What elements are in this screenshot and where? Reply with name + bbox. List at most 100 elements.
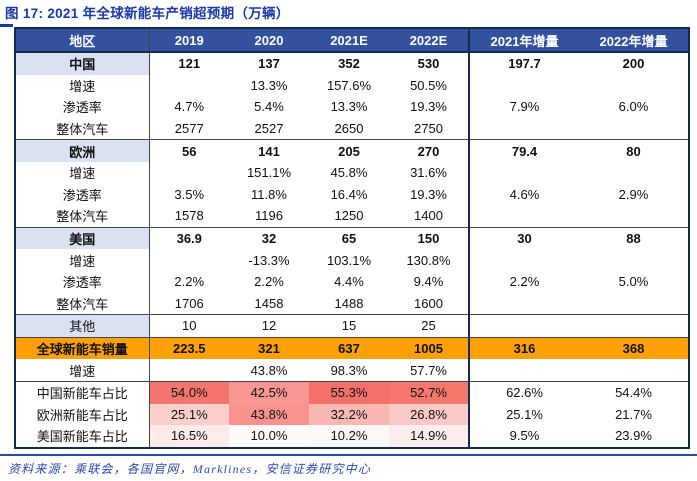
table-cell: 150	[389, 227, 470, 250]
table-cell	[149, 359, 229, 382]
table-header: 地区 2019 2020 2021E 2022E 2021年增量 2022年增量	[15, 28, 689, 53]
footer-rule	[0, 453, 697, 456]
table-cell: 55.3%	[309, 381, 389, 404]
table-cell: 43.8%	[229, 359, 309, 382]
table-cell: 530	[389, 52, 470, 75]
table-cell	[469, 249, 579, 271]
row-label: 整体汽车	[15, 117, 150, 141]
table-cell: 1578	[149, 205, 229, 228]
table-row: 增速 13.3% 157.6% 50.5%	[15, 74, 689, 97]
table-row: 增速 151.1% 45.8% 31.6%	[15, 161, 689, 184]
table-cell: 1600	[389, 292, 470, 316]
table-row: 欧洲 56 141 205 270 79.4 80	[15, 139, 689, 162]
table-cell	[469, 205, 579, 228]
table-cell	[469, 162, 579, 184]
row-label: 欧洲新能车占比	[15, 403, 150, 426]
table-cell	[579, 117, 689, 141]
table-cell: 1706	[149, 292, 229, 316]
table-cell: 56	[182, 143, 197, 159]
table-cell: 32.2%	[309, 403, 389, 426]
table-cell: 2527	[229, 117, 309, 141]
table-row: 欧洲新能车占比 25.1% 43.8% 32.2% 26.8% 25.1% 21.7%	[15, 403, 689, 426]
figure-title: 图 17: 2021 年全球新能车产销超预期（万辆）	[5, 6, 290, 21]
table-cell	[469, 359, 579, 382]
row-label: 增速	[15, 74, 150, 97]
table-cell: 103.1%	[326, 252, 372, 268]
table-cell: 223.5	[149, 337, 229, 360]
table-cell: 157.6%	[326, 77, 372, 93]
table-cell: 10.0%	[229, 425, 309, 448]
column-header-4: 2022E	[389, 28, 470, 53]
table-cell: 54.0%	[149, 381, 229, 404]
table-cell: 10.2%	[309, 425, 389, 448]
header-row: 地区 2019 2020 2021E 2022E 2021年增量 2022年增量	[15, 28, 689, 53]
column-header-3: 2021E	[309, 28, 389, 53]
table-row: 整体汽车 1706 1458 1488 1600	[15, 292, 689, 316]
table-cell: 54.4%	[615, 385, 652, 401]
table-cell: 25	[389, 314, 470, 338]
table-cell: 12	[229, 314, 309, 338]
table-cell: 7.9%	[509, 99, 540, 115]
table-cell: 13.3%	[330, 99, 368, 115]
table-cell: 2650	[309, 117, 389, 141]
table-cell: 45.8%	[330, 165, 368, 181]
table-cell: 23.9%	[615, 428, 652, 444]
nev-sales-table: 地区 2019 2020 2021E 2022E 2021年增量 2022年增量 中国 121…	[14, 27, 690, 449]
table-cell: 50.5%	[389, 74, 470, 97]
row-label: 增速	[15, 161, 150, 184]
table-cell	[469, 117, 579, 141]
row-label: 欧洲	[15, 139, 150, 162]
table-cell	[149, 249, 229, 271]
table-cell: 62.6%	[506, 385, 543, 401]
source-note: 资料来源：乘联会，各国官网，Marklines，安信证券研究中心	[8, 461, 372, 476]
table-cell: 98.3%	[309, 359, 389, 382]
table-cell	[149, 75, 229, 97]
row-label: 美国新能车占比	[15, 425, 150, 448]
table-cell: 42.5%	[229, 381, 309, 404]
table-cell: 5.0%	[618, 274, 649, 290]
table-cell: 3.5%	[174, 186, 205, 202]
table-row: 增速 43.8% 98.3% 57.7%	[15, 359, 689, 382]
table-row: 渗透率 2.2% 2.2% 4.4% 9.4% 2.2% 5.0%	[15, 270, 689, 293]
table-cell: -13.3%	[248, 252, 290, 268]
row-label: 其他	[15, 314, 150, 338]
table-cell: 80	[626, 143, 641, 159]
table-cell: 316	[469, 337, 579, 360]
table-cell	[149, 162, 229, 184]
table-cell: 2.9%	[618, 186, 649, 202]
table-cell: 1488	[309, 292, 389, 316]
table-row: 渗透率 4.7% 5.4% 13.3% 19.3% 7.9% 6.0%	[15, 96, 689, 118]
row-label: 增速	[15, 359, 150, 382]
table-cell	[579, 314, 689, 338]
table-row: 中国新能车占比 54.0% 42.5% 55.3% 52.7% 62.6% 54.4%	[15, 381, 689, 404]
table-cell: 4.4%	[334, 274, 364, 290]
column-header-0: 地区	[15, 28, 150, 53]
table-cell: 16.5%	[149, 425, 229, 448]
table-cell: 1250	[309, 205, 389, 228]
table-cell: 151.1%	[246, 165, 292, 181]
table-cell: 79.4	[511, 143, 538, 159]
table-cell: 2750	[389, 117, 470, 141]
table-cell: 52.7%	[389, 381, 470, 404]
title-underline	[0, 24, 13, 27]
table-cell: 137	[258, 56, 280, 72]
table-cell	[469, 75, 579, 97]
table-row: 增速 -13.3% 103.1% 130.8%	[15, 249, 689, 271]
table-cell: 15	[309, 314, 389, 338]
table-cell	[579, 75, 689, 97]
table-cell: 2.2%	[254, 274, 284, 290]
table-cell	[579, 292, 689, 316]
table-cell: 130.8%	[389, 249, 470, 271]
table-cell: 1196	[229, 205, 309, 228]
table-cell: 19.3%	[389, 183, 470, 206]
row-label: 中国新能车占比	[15, 381, 150, 404]
table-cell: 10	[149, 314, 229, 338]
table-cell: 25.1%	[506, 406, 543, 422]
row-label: 中国	[15, 52, 150, 75]
table-cell: 32	[261, 231, 277, 247]
table-cell	[469, 314, 579, 338]
row-label: 全球新能车销量	[15, 337, 150, 360]
table-cell: 4.7%	[174, 99, 205, 115]
table-row: 其他 10 12 15 25	[15, 314, 689, 338]
